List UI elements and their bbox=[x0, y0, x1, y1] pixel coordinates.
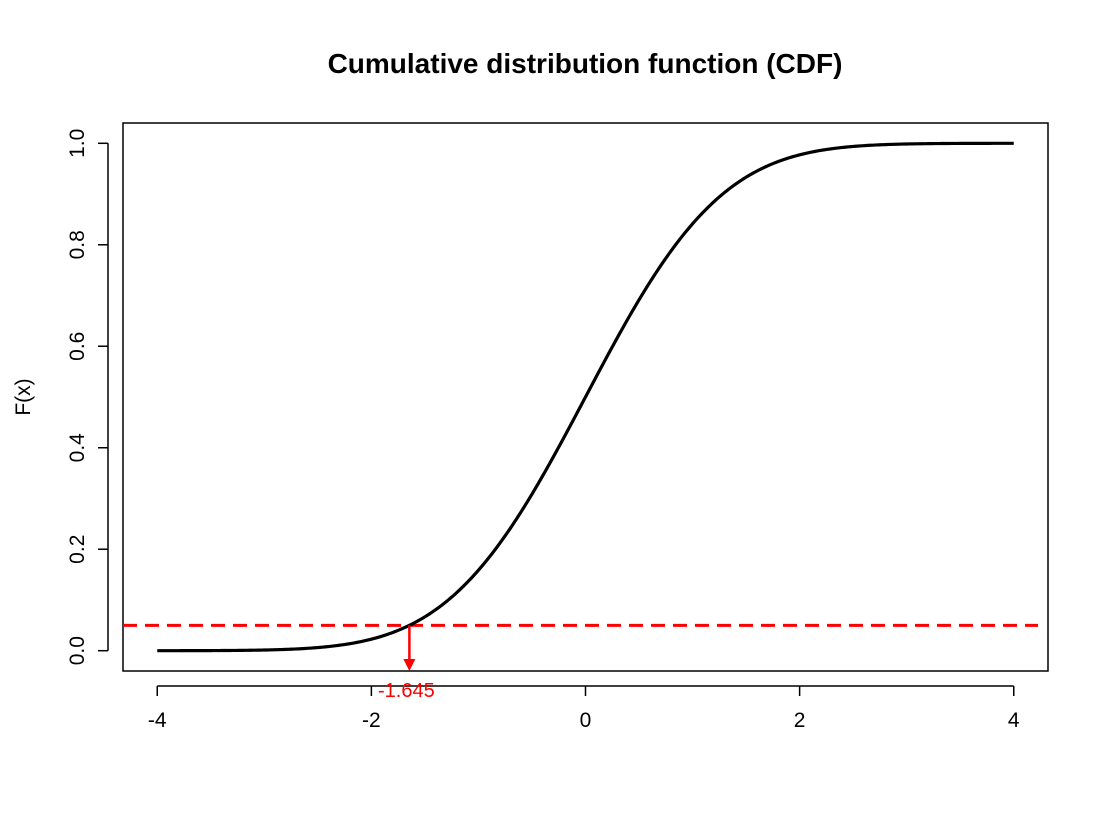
cdf-series-line bbox=[157, 141, 1014, 653]
quantile-arrow-head bbox=[403, 659, 416, 671]
x-tick-label: -4 bbox=[148, 709, 167, 732]
x-axis: -4 -2 0 2 4 bbox=[148, 685, 1020, 732]
y-tick-label: 0.8 bbox=[66, 230, 89, 259]
y-tick-label: 0.0 bbox=[66, 636, 89, 665]
x-tick-label: -2 bbox=[362, 709, 381, 732]
y-tick-label: 0.4 bbox=[66, 433, 89, 463]
plot-area: -1.645 bbox=[123, 141, 1038, 702]
x-tick-label: 4 bbox=[1008, 709, 1020, 732]
y-tick-label: 0.2 bbox=[66, 535, 89, 564]
x-tick-label: 2 bbox=[794, 709, 806, 732]
x-tick-label: 0 bbox=[580, 709, 592, 732]
y-tick-label: 1.0 bbox=[66, 129, 89, 158]
y-tick-label: 0.6 bbox=[66, 332, 89, 361]
chart-title: Cumulative distribution function (CDF) bbox=[328, 48, 843, 79]
plot-frame bbox=[122, 122, 1049, 672]
y-axis-label: F(x) bbox=[12, 378, 35, 415]
y-axis: 0.0 0.2 0.4 0.6 0.8 1.0 bbox=[66, 129, 109, 665]
quantile-label: -1.645 bbox=[378, 680, 435, 702]
